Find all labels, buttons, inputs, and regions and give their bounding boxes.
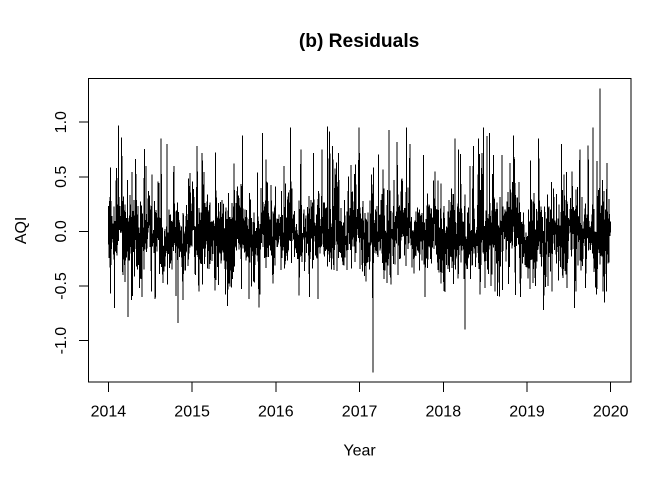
svg-text:2015: 2015 <box>174 404 210 421</box>
svg-text:0.0: 0.0 <box>53 220 70 242</box>
svg-text:2016: 2016 <box>258 404 294 421</box>
svg-text:2019: 2019 <box>509 404 545 421</box>
svg-text:-1.0: -1.0 <box>53 327 70 355</box>
svg-text:Year: Year <box>343 442 376 459</box>
svg-text:0.5: 0.5 <box>53 166 70 188</box>
svg-text:2014: 2014 <box>91 404 127 421</box>
svg-text:-0.5: -0.5 <box>53 272 70 300</box>
svg-text:2020: 2020 <box>593 404 629 421</box>
svg-text:(b) Residuals: (b) Residuals <box>299 31 419 52</box>
svg-text:2018: 2018 <box>426 404 462 421</box>
svg-text:AQI: AQI <box>13 217 30 245</box>
svg-text:1.0: 1.0 <box>53 111 70 133</box>
svg-text:2017: 2017 <box>342 404 378 421</box>
